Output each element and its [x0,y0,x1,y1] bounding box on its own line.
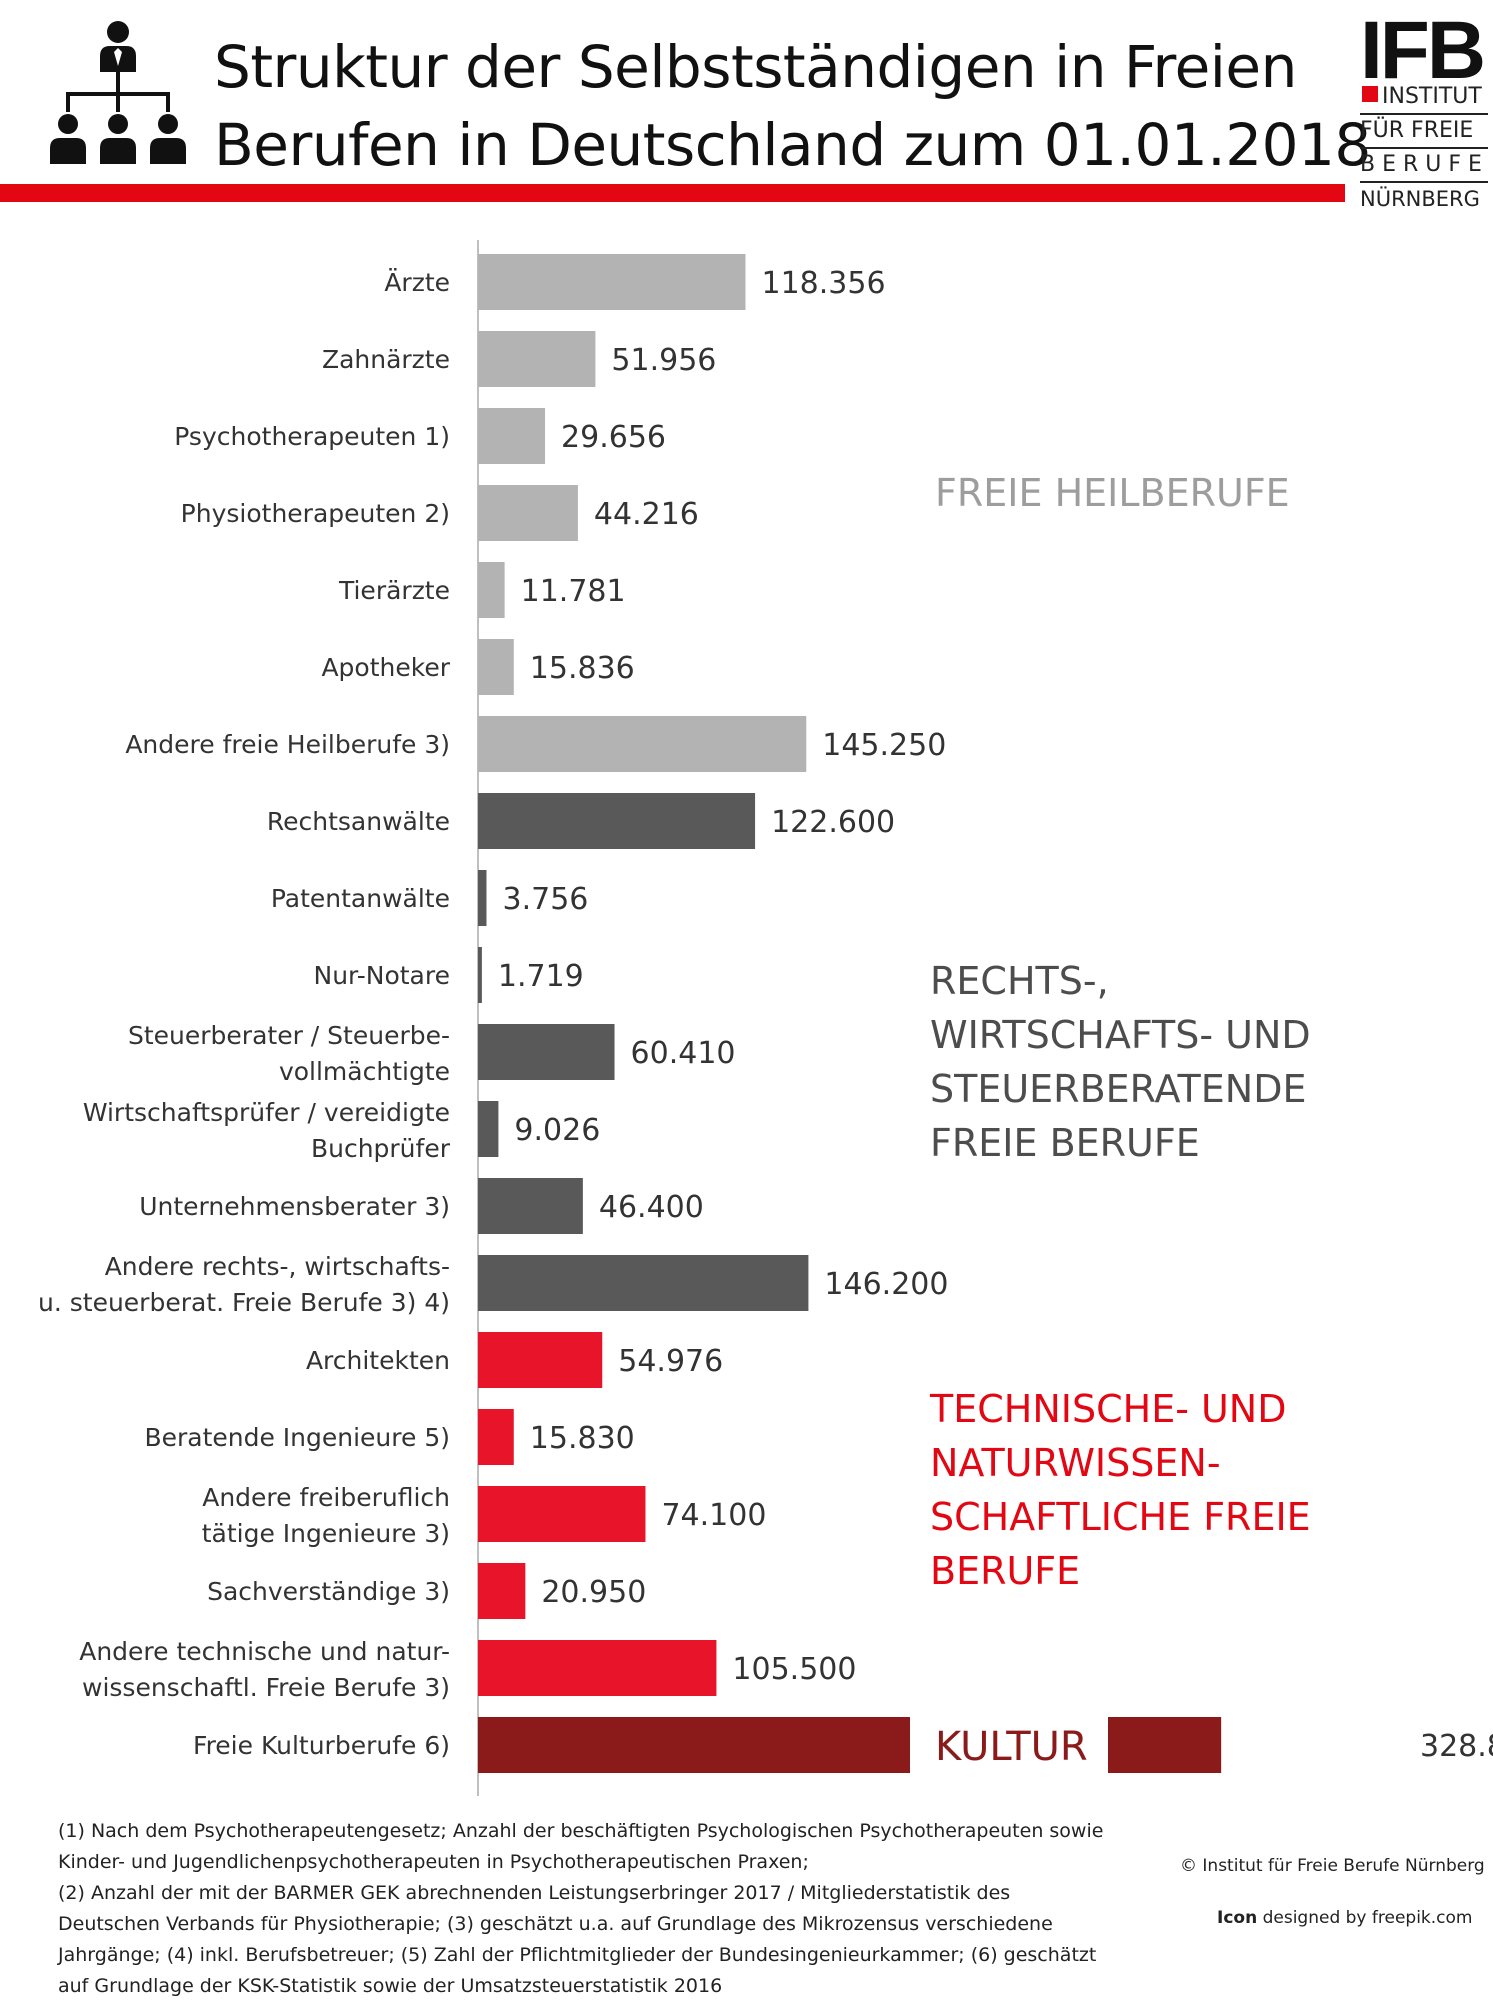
footnote-line: auf Grundlage der KSK-Statistik sowie de… [58,1975,723,1997]
footnote-line: (2) Anzahl der mit der BARMER GEK abrech… [58,1882,1011,1904]
group-label-kultur: KULTUR [935,1724,1088,1770]
bar [478,1563,526,1619]
bar [478,1101,499,1157]
bar [478,1486,646,1542]
category-label: Ärzte [384,268,450,297]
value-label: 145.250 [822,728,946,763]
logo-mark: IFB [1360,5,1486,96]
group-label-heilberufe: FREIE HEILBERUFE [935,471,1290,515]
value-label: 1.719 [498,959,584,994]
category-label: Rechtsanwälte [267,807,450,836]
category-label: Andere freie Heilberufe 3) [125,730,450,759]
value-label: 9.026 [514,1113,600,1148]
header-red-rule [0,184,1345,202]
bar [478,947,482,1003]
value-label: 15.830 [530,1421,635,1456]
footnote-line: Kinder- und Jugendlichenpsychotherapeute… [58,1851,809,1873]
value-label: 118.356 [761,266,885,301]
footnote-line: Deutschen Verbands für Physiotherapie; (… [58,1913,1053,1935]
footnote-line: Jahrgänge; (4) inkl. Berufsbetreuer; (5)… [58,1944,1097,1966]
logo-divider [1360,181,1488,183]
bar [478,331,596,387]
value-label: 44.216 [594,497,699,532]
category-label: Patentanwälte [271,884,450,913]
category-label: Nur-Notare [314,961,450,990]
footnotes: (1) Nach dem Psychotherapeutengesetz; An… [58,1816,1198,2002]
category-label: Wirtschaftsprüfer / vereidigte Buchprüfer [83,1098,451,1163]
value-label: 54.976 [618,1344,723,1379]
bar [478,562,505,618]
category-label: Zahnärzte [322,345,450,374]
bar [478,1332,603,1388]
logo-divider [1360,147,1488,149]
category-label: Andere freiberuflich tätige Ingenieure 3) [202,1483,450,1548]
value-label: 122.600 [771,805,895,840]
category-label: Tierärzte [338,576,450,605]
bar [478,639,514,695]
bar [478,1409,514,1465]
group-label-rechts-wirtschaft: RECHTS-, WIRTSCHAFTS- UND STEUERBERATEND… [930,959,1311,1165]
kultur-label-gap [910,1716,1108,1774]
logo-line-institut: INSTITUT [1382,84,1482,109]
value-label: 20.950 [541,1575,646,1610]
value-label: 29.656 [561,420,666,455]
value-label: 3.756 [502,882,588,917]
category-label: Freie Kulturberufe 6) [193,1731,450,1760]
bar [478,716,807,772]
title-line-1: Struktur der Selbstständigen in Freien [214,33,1297,101]
value-label: 74.100 [661,1498,766,1533]
logo-line-nuernberg: NÜRNBERG [1360,187,1480,211]
ifb-logo: IFB INSTITUT FÜR FREIE BERUFE NÜRNBERG [1360,5,1489,211]
value-label: 46.400 [599,1190,704,1225]
category-label: Architekten [306,1346,450,1375]
icon-credit-prefix: Icon [1217,1908,1258,1928]
icon-credit-text: designed by freepik.com [1257,1908,1473,1928]
value-label: 60.410 [631,1036,736,1071]
category-label: Physiotherapeuten 2) [181,499,450,528]
logo-red-square [1362,86,1378,102]
bar [478,1255,809,1311]
bar [478,254,746,310]
bar [478,485,578,541]
category-label: Sachverständige 3) [207,1577,450,1606]
group-label-technische: TECHNISCHE- UND NATURWISSEN-SCHAFTLICHE … [930,1387,1311,1593]
value-label: 51.956 [611,343,716,378]
value-label: 105.500 [732,1652,856,1687]
logo-divider [1360,113,1488,115]
logo-line-berufe: BERUFE [1360,152,1489,177]
value-label: 15.836 [530,651,635,686]
footnote-line: (1) Nach dem Psychotherapeutengesetz; An… [58,1820,1104,1842]
value-label: 11.781 [521,574,626,609]
copyright-note: © Institut für Freie Berufe Nürnberg [1180,1856,1485,1876]
bar [478,408,546,464]
category-label: Apotheker [321,653,450,682]
bar [478,1717,1222,1773]
bar [478,793,756,849]
bar [478,1024,615,1080]
bar [478,1178,583,1234]
category-label: Beratende Ingenieure 5) [144,1423,450,1452]
value-label: 146.200 [824,1267,948,1302]
page-title: Struktur der Selbstständigen in Freien B… [214,28,1371,184]
category-label: Andere technische und natur-wissenschaft… [79,1637,450,1702]
category-label: Psychotherapeuten 1) [174,422,450,451]
organization-hierarchy-icon [50,21,186,164]
category-label: Unternehmensberater 3) [139,1192,450,1221]
icon-credit: Icon designed by freepik.com [1217,1908,1473,1928]
bar [478,870,487,926]
title-line-2: Berufen in Deutschland zum 01.01.2018 [214,111,1371,179]
bar-chart: Ärzte 118.356 Zahnärzte 51.956 Psychotherape… [38,240,1493,1796]
category-label: Andere rechts-, wirtschafts-u. steuerber… [38,1252,450,1317]
logo-line-fuer-freie: FÜR FREIE [1360,118,1474,143]
bar [478,1640,717,1696]
value-label: 328.830 [1420,1729,1493,1764]
category-label: Steuerberater / Steuerbe-vollmächtigte [128,1021,450,1086]
